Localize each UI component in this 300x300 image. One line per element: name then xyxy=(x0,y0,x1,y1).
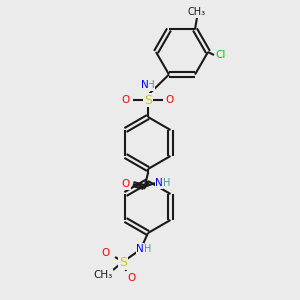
Text: S: S xyxy=(144,94,152,106)
Text: O: O xyxy=(122,95,130,105)
Text: O: O xyxy=(102,248,110,258)
Text: CH₃: CH₃ xyxy=(188,8,206,17)
Text: O: O xyxy=(166,95,174,105)
Text: N: N xyxy=(136,244,144,254)
Text: O: O xyxy=(122,179,130,189)
Text: Cl: Cl xyxy=(216,50,226,60)
Text: O: O xyxy=(127,273,135,283)
Text: N: N xyxy=(155,178,163,188)
Text: H: H xyxy=(163,178,171,188)
Text: N: N xyxy=(141,80,148,90)
Text: CH₃: CH₃ xyxy=(93,270,112,280)
Text: H: H xyxy=(147,80,154,90)
Text: S: S xyxy=(119,256,127,269)
Text: H: H xyxy=(144,244,152,254)
